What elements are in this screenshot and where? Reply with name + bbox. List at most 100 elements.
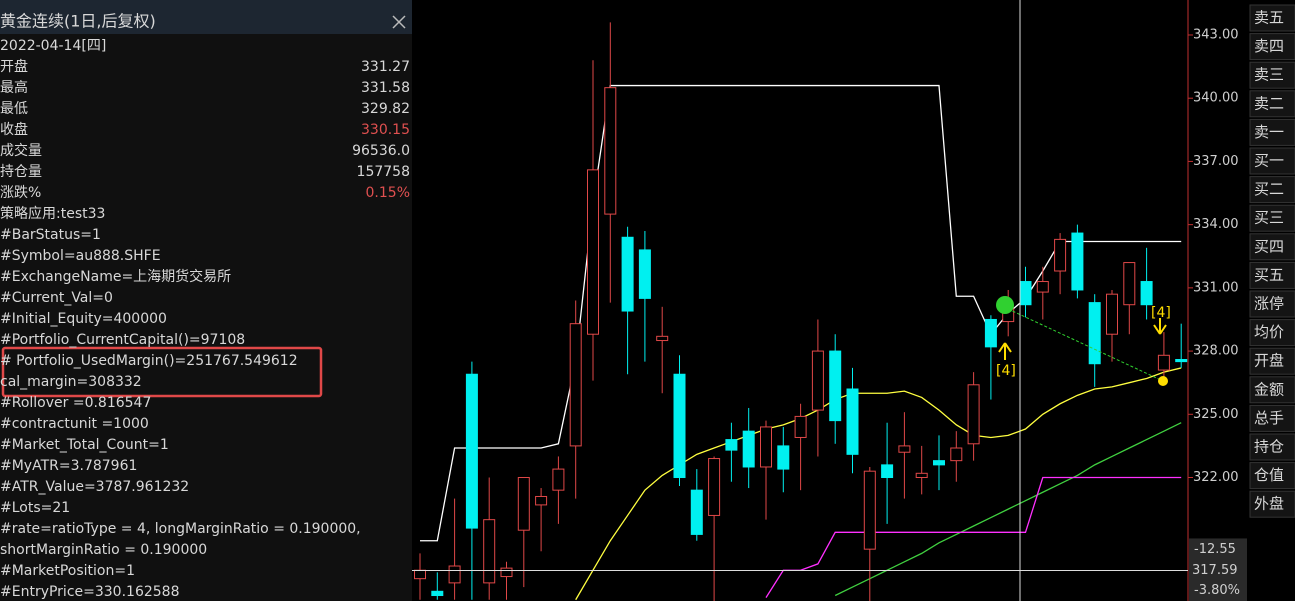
quote-cell bbox=[1249, 90, 1295, 118]
exit-icon bbox=[1158, 376, 1168, 386]
signal-link bbox=[1007, 308, 1164, 382]
quote-label: 卖四 bbox=[1254, 37, 1284, 55]
annotation: [4] bbox=[996, 363, 1016, 379]
panel-line: #Current_Val=0 bbox=[0, 290, 113, 306]
panel-line: #contractunit =1000 bbox=[0, 416, 149, 432]
candle-body bbox=[915, 472, 928, 479]
panel-line: cal_margin=308332 bbox=[0, 374, 142, 390]
y-tick-label: 334.00 bbox=[1193, 217, 1239, 232]
field-value: 331.58 bbox=[361, 80, 410, 96]
field-label: 持仓量 bbox=[0, 164, 42, 180]
quote-label: 买三 bbox=[1254, 209, 1284, 227]
panel-line: #MarketPosition=1 bbox=[0, 563, 135, 579]
candle-body bbox=[1054, 238, 1067, 272]
candle-body bbox=[1157, 354, 1170, 371]
candle-body bbox=[673, 373, 686, 479]
quote-label: 卖五 bbox=[1254, 9, 1284, 27]
smiley-icon bbox=[996, 296, 1014, 314]
quote-cell bbox=[1249, 319, 1295, 347]
highlight-box bbox=[1, 346, 323, 398]
quote-label: 买一 bbox=[1254, 152, 1284, 170]
candle-body bbox=[690, 489, 703, 535]
panel-line: 策略应用:test33 bbox=[0, 205, 105, 222]
candle-body bbox=[1140, 281, 1153, 306]
quote-cell bbox=[1249, 261, 1295, 289]
quote-cell bbox=[1249, 347, 1295, 375]
indicator-line bbox=[834, 422, 1182, 597]
candle-body bbox=[777, 445, 790, 470]
quote-cell bbox=[1249, 61, 1295, 89]
quote-label: 开盘 bbox=[1254, 352, 1284, 370]
quote-label: 买二 bbox=[1254, 180, 1284, 198]
panel-line: #rate=ratioType = 4, longMarginRatio = 0… bbox=[0, 521, 361, 537]
panel-line: #BarStatus=1 bbox=[0, 227, 101, 243]
indicator-line bbox=[765, 476, 1182, 598]
candle-body bbox=[950, 447, 963, 462]
candle-body bbox=[846, 388, 859, 455]
panel-titlebar bbox=[0, 0, 412, 34]
quote-label: 外盘 bbox=[1254, 495, 1284, 513]
y-tick-label: 328.00 bbox=[1193, 344, 1239, 359]
candle-body bbox=[431, 590, 444, 597]
candle-body bbox=[1019, 281, 1032, 306]
candle-body bbox=[414, 569, 426, 580]
quote-cell bbox=[1249, 33, 1295, 61]
chart: 343.00 340.00 337.00 334.00 331.00 328.00 325.… bbox=[412, 0, 1295, 601]
quote-cell bbox=[1249, 147, 1295, 175]
candle-body bbox=[638, 249, 651, 299]
quote-cell bbox=[1249, 176, 1295, 204]
candle-body bbox=[811, 350, 824, 411]
candle-body bbox=[448, 565, 461, 584]
quote-label: 涨停 bbox=[1254, 295, 1284, 313]
quote-label: 卖三 bbox=[1254, 66, 1284, 84]
candle-body bbox=[621, 236, 634, 312]
candle-body bbox=[742, 430, 755, 468]
info-panel: 黄金连续(1日,后复权) 2022-04-14[四] 开盘 331.27 最高 331… bbox=[0, 0, 412, 601]
candle-body bbox=[794, 415, 807, 438]
panel-line: #Initial_Equity=400000 bbox=[0, 311, 167, 327]
y-tick-label: 340.00 bbox=[1193, 91, 1239, 106]
y-tick-label: 331.00 bbox=[1193, 280, 1239, 295]
quote-label: 卖一 bbox=[1254, 123, 1284, 141]
panel-line: # Portfolio_UsedMargin()=251767.549612 bbox=[0, 353, 298, 369]
candle-body bbox=[708, 458, 721, 516]
candle-body bbox=[483, 519, 496, 584]
quote-cell bbox=[1249, 204, 1295, 232]
close-icon[interactable] bbox=[392, 15, 406, 29]
quote-cell bbox=[1249, 118, 1295, 146]
candle-body bbox=[517, 477, 530, 531]
arrow-up bbox=[998, 342, 1012, 360]
panel-line: #Portfolio_CurrentCapital()=97108 bbox=[0, 332, 245, 348]
candle-body bbox=[881, 464, 894, 479]
quote-label: 总手 bbox=[1254, 409, 1284, 427]
field-label: 成交量 bbox=[0, 142, 42, 159]
candle-body bbox=[656, 335, 669, 342]
candle-body bbox=[465, 373, 478, 529]
candle-body bbox=[725, 439, 738, 451]
field-label: 开盘 bbox=[0, 58, 28, 75]
crosshair-pct: -3.80% bbox=[1194, 583, 1240, 598]
crosshair-change: -12.55 bbox=[1194, 542, 1236, 557]
quote-label: 持仓 bbox=[1254, 438, 1284, 456]
candle-body bbox=[1123, 262, 1136, 306]
field-value: 331.27 bbox=[361, 59, 410, 75]
panel-line: #EntryPrice=330.162588 bbox=[0, 584, 179, 600]
close-button[interactable] bbox=[392, 15, 406, 29]
candle-body bbox=[863, 470, 876, 550]
candle-body bbox=[760, 426, 772, 468]
quote-label: 卖二 bbox=[1254, 94, 1284, 112]
field-label: 最高 bbox=[0, 79, 28, 96]
quote-cell bbox=[1249, 4, 1295, 32]
candle-body bbox=[587, 169, 599, 335]
y-tick-label: 337.00 bbox=[1193, 154, 1239, 169]
quote-cell bbox=[1249, 376, 1295, 404]
panel-bg bbox=[0, 0, 412, 601]
panel-title: 黄金连续(1日,后复权) bbox=[0, 12, 156, 31]
candle-body bbox=[500, 567, 513, 578]
candle-body bbox=[933, 460, 945, 466]
panel-line: #Rollover =0.816547 bbox=[0, 395, 151, 411]
quote-cell bbox=[1249, 462, 1295, 490]
quote-label: 仓值 bbox=[1254, 466, 1284, 484]
